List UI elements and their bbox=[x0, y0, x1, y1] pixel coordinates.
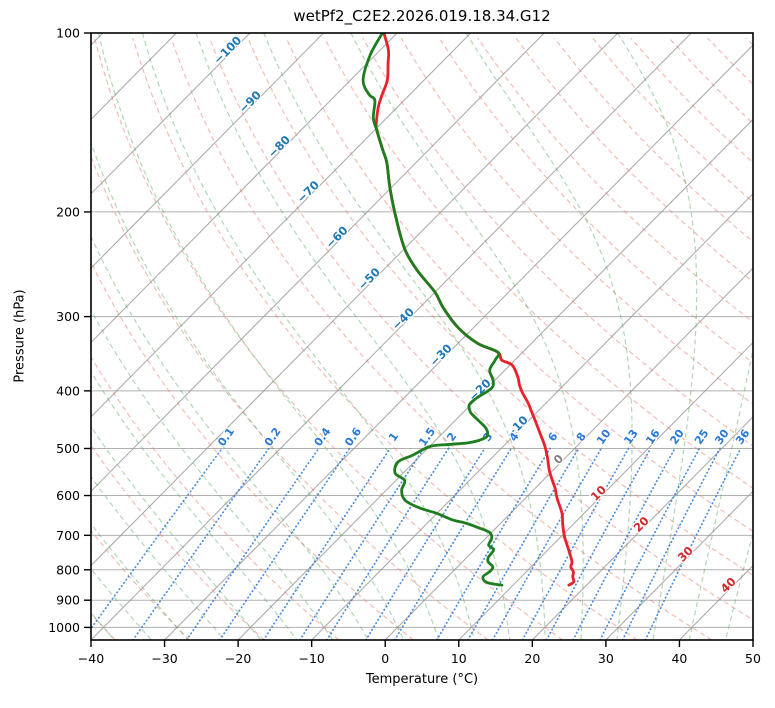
dewpoint-line bbox=[361, 33, 504, 587]
isotherm-label: 20 bbox=[631, 514, 652, 535]
y-tick-label: 1000 bbox=[48, 620, 80, 635]
mixing-ratio-label: 2 bbox=[444, 430, 459, 444]
y-tick-label: 500 bbox=[56, 441, 80, 456]
y-tick-label: 200 bbox=[56, 204, 80, 219]
x-tick-label: −20 bbox=[225, 651, 251, 666]
mixing-ratio-label: 30 bbox=[712, 427, 732, 447]
x-tick-label: 0 bbox=[381, 651, 389, 666]
mixing-ratio-label: 13 bbox=[621, 427, 640, 447]
isotherm-label: −100 bbox=[211, 33, 245, 67]
mixing-ratio-label: 0.6 bbox=[342, 425, 364, 449]
axis-frame bbox=[84, 32, 754, 647]
y-tick-label: 300 bbox=[56, 309, 80, 324]
y-tick-label: 800 bbox=[56, 562, 80, 577]
isotherm-label: −60 bbox=[323, 223, 351, 251]
isotherm-label: 10 bbox=[588, 483, 609, 504]
isotherm-label: −90 bbox=[236, 88, 264, 116]
isotherm-label: −50 bbox=[355, 265, 383, 293]
moist-adiabats bbox=[91, 33, 753, 640]
mixing-ratio-label: 0.1 bbox=[215, 425, 237, 448]
mixing-ratio-label: 0.2 bbox=[262, 425, 284, 448]
x-tick-labels: −40 −30 −20 −10 0 10 20 30 40 50 bbox=[78, 651, 761, 666]
isotherm-label: 0 bbox=[551, 451, 567, 467]
x-tick-label: 40 bbox=[671, 651, 687, 666]
isotherm-lines bbox=[91, 33, 753, 640]
mixing-ratio-label: 16 bbox=[643, 427, 663, 447]
y-tick-label: 600 bbox=[56, 488, 80, 503]
dry-adiabats bbox=[91, 37, 753, 640]
x-tick-label: −30 bbox=[151, 651, 177, 666]
mixing-ratio-label: 6 bbox=[545, 430, 560, 444]
isotherm-label: −40 bbox=[389, 305, 417, 333]
mixing-ratio-label: 8 bbox=[574, 430, 589, 444]
x-tick-label: 30 bbox=[598, 651, 614, 666]
x-tick-label: 50 bbox=[745, 651, 761, 666]
mixing-ratio-lines bbox=[91, 447, 742, 640]
x-axis-label: Temperature (°C) bbox=[365, 672, 479, 687]
x-tick-label: −10 bbox=[298, 651, 324, 666]
y-tick-label: 900 bbox=[56, 593, 80, 608]
plot-area: −100−90−80−70−60−50−40−30−20−10010203040… bbox=[91, 33, 753, 640]
mixing-ratio-labels: 0.1 0.2 0.4 0.6 1 1.5 2 3 4 6 8 10 13 16 20 25 30 36 bbox=[214, 424, 753, 450]
isotherm-label: −70 bbox=[294, 178, 322, 206]
y-tick-labels: 100 200 300 400 500 600 700 800 900 1000 bbox=[48, 26, 80, 635]
isotherm-label: 30 bbox=[675, 543, 696, 564]
pressure-gridlines bbox=[91, 33, 753, 628]
y-tick-label: 100 bbox=[56, 26, 80, 41]
x-tick-label: 10 bbox=[451, 651, 467, 666]
isotherm-label: 40 bbox=[718, 574, 739, 595]
chart-title: wetPf2_C2E2.2026.019.18.34.G12 bbox=[293, 7, 551, 25]
x-tick-label: −40 bbox=[78, 651, 104, 666]
isotherm-label: −80 bbox=[265, 133, 293, 161]
y-tick-label: 700 bbox=[56, 528, 80, 543]
isotherm-label: −30 bbox=[427, 341, 455, 369]
mixing-ratio-label: 10 bbox=[594, 427, 614, 447]
mixing-ratio-label: 25 bbox=[692, 427, 711, 447]
y-tick-label: 400 bbox=[56, 383, 80, 398]
x-tick-label: 20 bbox=[524, 651, 540, 666]
